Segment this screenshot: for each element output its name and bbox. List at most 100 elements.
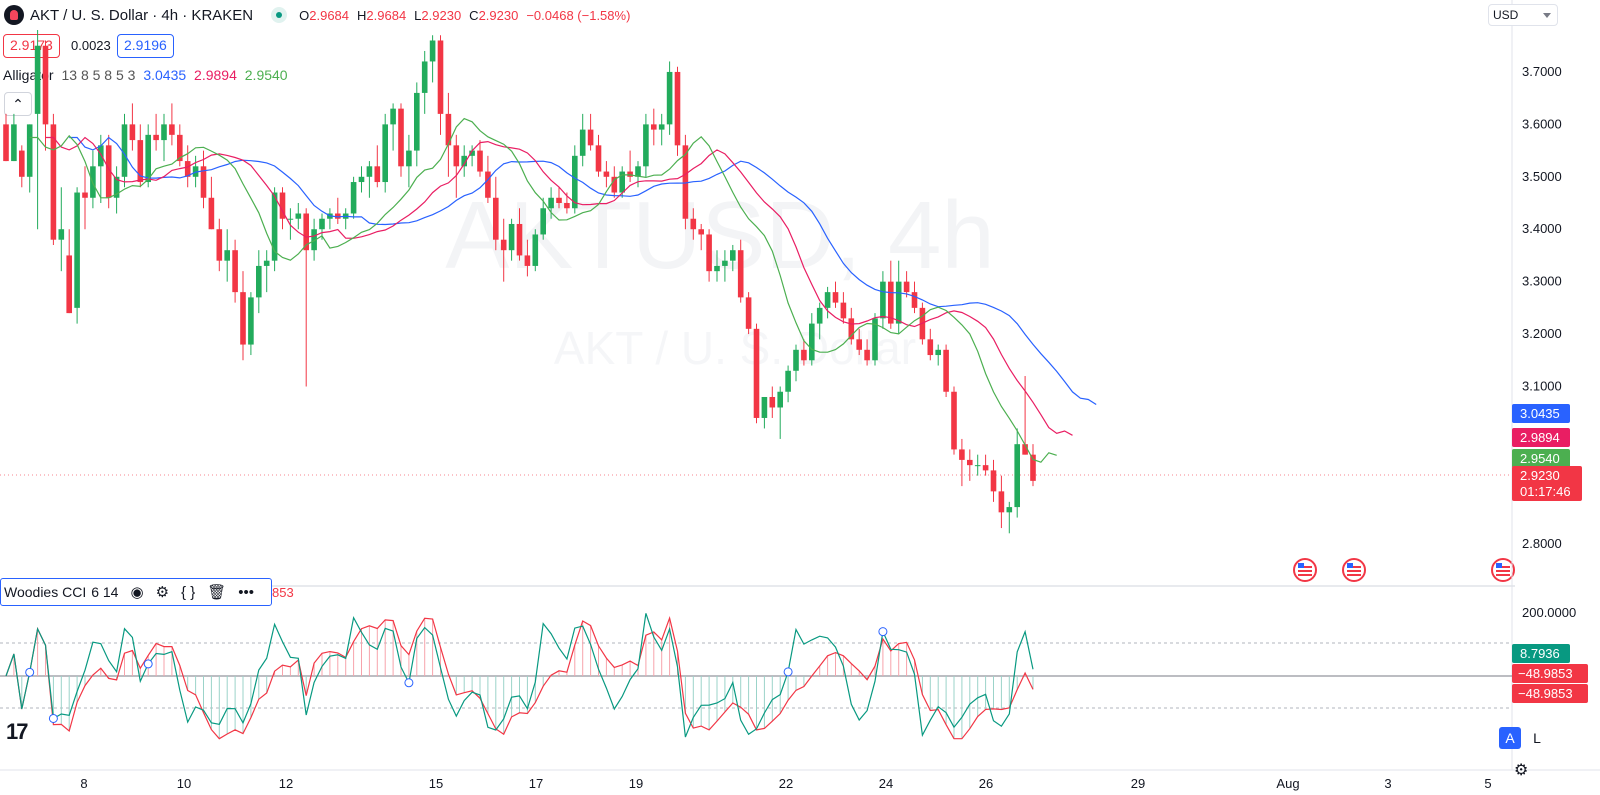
alligator-name: Alligator xyxy=(3,67,54,83)
candle-body xyxy=(137,140,144,183)
cci-trend-badge-2 xyxy=(1512,684,1588,703)
candle-body xyxy=(437,40,444,114)
close-value: 2.9230 xyxy=(478,7,519,23)
woodies-cci-legend[interactable]: Woodies CCI 6 14 ◉ ⚙ { } 🗑︎ ••• xyxy=(0,578,272,606)
candle-body xyxy=(777,391,783,408)
candle-body xyxy=(619,171,625,193)
candle-body xyxy=(524,255,531,266)
price-change: −0.0468 (−1.58%) xyxy=(526,7,631,23)
time-tick-label: 3 xyxy=(1384,776,1391,791)
woodies-params: 6 14 xyxy=(91,584,119,600)
candle-body xyxy=(500,239,507,251)
candle-body xyxy=(564,203,570,209)
candle-body xyxy=(453,145,460,167)
cci-axis-tick: 200.0000 xyxy=(1522,605,1576,620)
open-value: 2.9684 xyxy=(309,7,350,23)
market-status-icon[interactable] xyxy=(271,7,288,23)
open-label: O xyxy=(299,7,310,23)
bar-countdown-label: 01:17:46 xyxy=(1520,484,1571,499)
candle-body xyxy=(974,465,981,467)
candle-body xyxy=(279,192,286,219)
low-value: 2.9230 xyxy=(421,7,462,23)
alligator-legend[interactable]: Alligator 13 8 5 8 5 3 3.0435 2.9894 2.9… xyxy=(3,67,292,83)
cci-turbo-line xyxy=(5,613,1034,738)
eye-icon[interactable]: ◉ xyxy=(130,584,144,601)
candle-body xyxy=(485,171,491,198)
candle-body xyxy=(903,281,910,293)
price-tick-label: 3.3000 xyxy=(1522,274,1562,289)
candle-body xyxy=(382,124,388,183)
low-label: L xyxy=(414,7,422,23)
time-tick-label: 12 xyxy=(279,776,293,791)
woodies-value: 853 xyxy=(272,585,294,600)
more-icon[interactable]: ••• xyxy=(238,583,255,601)
currency-select[interactable]: USD xyxy=(1488,4,1558,26)
event-flags xyxy=(1293,558,1515,582)
alligator-lips-line xyxy=(29,117,1057,463)
candle-body xyxy=(161,124,167,141)
price-axis-ticks: 3.7000 3.6000 3.5000 3.4000 3.3000 3.2000 3.10… xyxy=(1522,64,1562,551)
trash-icon[interactable]: 🗑︎ xyxy=(207,584,227,601)
candle-body xyxy=(722,260,728,266)
jaw-price-label: 3.0435 xyxy=(1520,406,1560,421)
candle-body xyxy=(579,129,586,156)
candle-body xyxy=(508,223,515,251)
us-flag-event-icon[interactable] xyxy=(1491,558,1515,582)
candle-body xyxy=(42,45,49,125)
candle-body xyxy=(445,113,452,146)
candle-body xyxy=(706,234,712,272)
candle-body xyxy=(888,281,894,324)
tradingview-logo-icon[interactable]: 17 xyxy=(6,719,29,744)
candle-body xyxy=(872,318,878,361)
candle-body xyxy=(121,124,128,177)
candle-body xyxy=(848,318,855,340)
candle-body xyxy=(769,396,776,408)
candle-body xyxy=(572,155,578,209)
candle-body xyxy=(943,349,949,392)
cci-trend-label-2: −48.9853 xyxy=(1518,686,1573,701)
candle-body xyxy=(224,250,230,261)
chart-settings-icon[interactable]: ⚙ xyxy=(1514,762,1529,779)
candle-body xyxy=(58,229,65,240)
price-tick-label: 3.7000 xyxy=(1522,64,1562,79)
candle-body xyxy=(263,260,270,266)
us-flag-event-icon[interactable] xyxy=(1293,558,1317,582)
candle-body xyxy=(256,265,262,298)
ask-button[interactable]: 2.9196 xyxy=(117,34,174,58)
collapse-legend-button[interactable]: ⌃ xyxy=(4,92,32,116)
candle-body xyxy=(11,124,17,162)
time-tick-label: 17 xyxy=(529,776,543,791)
candle-body xyxy=(801,349,807,361)
cci-trend-line xyxy=(5,616,1034,740)
teeth-price-badge xyxy=(1512,428,1570,447)
candle-body xyxy=(816,307,823,324)
auto-scale-button[interactable]: A xyxy=(1499,727,1521,749)
candle-body xyxy=(658,124,665,130)
candle-body xyxy=(824,292,831,308)
us-flag-event-icon[interactable] xyxy=(1342,558,1366,582)
source-code-icon[interactable]: { } xyxy=(181,583,196,601)
candle-body xyxy=(587,129,594,146)
bid-button[interactable]: 2.9173 xyxy=(3,34,60,58)
price-tick-label: 3.1000 xyxy=(1522,379,1562,394)
price-tick-label: 3.5000 xyxy=(1522,169,1562,184)
candle-body xyxy=(66,255,72,314)
candle-body xyxy=(603,171,610,177)
last-price-label: 2.9230 xyxy=(1520,468,1560,483)
symbol-title[interactable]: AKT / U. S. Dollar · 4h · KRAKEN xyxy=(30,6,254,24)
candle-body xyxy=(184,161,191,177)
candle-body xyxy=(793,349,799,371)
candle-body xyxy=(1006,507,1013,513)
candle-body xyxy=(303,213,309,251)
close-label: C xyxy=(469,7,479,23)
candle-body xyxy=(761,396,768,418)
candle-body xyxy=(421,61,428,93)
candle-body xyxy=(287,218,294,220)
alligator-lips-value: 2.9540 xyxy=(244,67,288,83)
settings-icon[interactable]: ⚙ xyxy=(155,584,170,601)
candle-body xyxy=(461,155,467,167)
log-scale-button[interactable]: L xyxy=(1533,730,1541,746)
candle-body xyxy=(556,197,562,204)
candle-body xyxy=(26,124,33,177)
